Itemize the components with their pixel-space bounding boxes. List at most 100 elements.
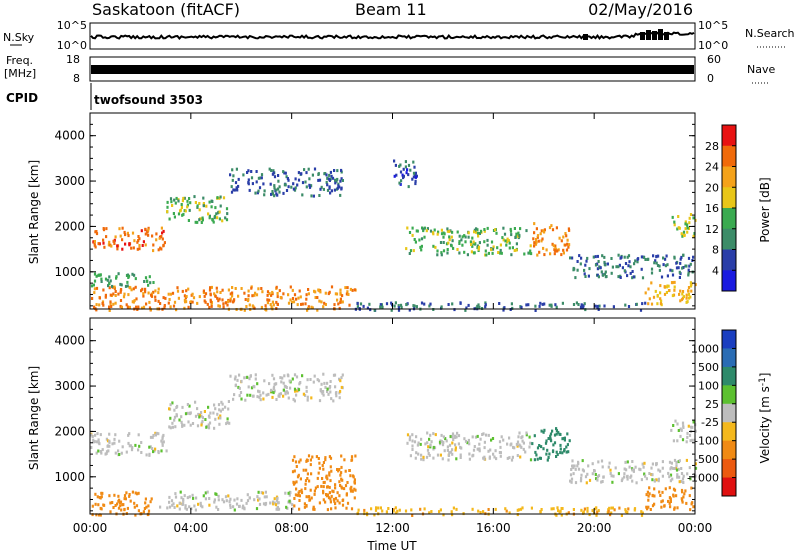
data-cell [173, 215, 176, 219]
data-cell [276, 295, 279, 299]
data-cell [669, 473, 673, 477]
data-cell [271, 300, 274, 304]
data-cell [414, 182, 417, 186]
data-cell [293, 373, 297, 377]
data-cell [309, 488, 312, 492]
data-cell [250, 176, 254, 180]
data-cell [446, 229, 449, 233]
data-cell [93, 272, 97, 276]
data-cell [113, 285, 116, 289]
data-cell [328, 455, 331, 459]
data-cell [484, 305, 487, 309]
data-cell [446, 251, 449, 255]
data-cell [215, 286, 218, 290]
data-cell [272, 171, 275, 175]
data-cell [516, 444, 519, 448]
data-cell [353, 478, 356, 482]
data-cell [128, 243, 131, 247]
data-cell [305, 468, 308, 472]
data-cell [349, 474, 352, 478]
data-cell [414, 240, 417, 244]
data-cell [601, 480, 604, 483]
data-cell [126, 231, 129, 235]
data-cell [571, 256, 574, 260]
data-cell [432, 445, 435, 449]
data-cell [517, 435, 520, 439]
data-cell [289, 386, 292, 390]
data-cell [217, 211, 220, 215]
data-cell [554, 247, 557, 250]
data-cell [330, 397, 333, 401]
data-cell [184, 209, 187, 213]
data-cell [209, 286, 212, 290]
data-cell [631, 460, 634, 463]
data-cell [585, 481, 588, 485]
data-cell [430, 440, 433, 444]
data-cell [586, 506, 589, 510]
data-cell [673, 458, 677, 462]
data-cell [417, 441, 420, 445]
data-cell [680, 298, 684, 302]
data-cell [368, 302, 371, 306]
data-cell [330, 494, 333, 498]
data-cell [152, 290, 155, 294]
data-cell [580, 256, 583, 260]
data-cell [559, 443, 562, 447]
data-cell [661, 474, 664, 478]
data-cell [329, 500, 332, 504]
data-cell [422, 455, 425, 459]
data-cell [644, 301, 647, 305]
data-cell [110, 244, 113, 248]
data-cell [406, 226, 409, 230]
data-cell [237, 184, 240, 188]
data-cell [555, 450, 558, 454]
data-cell [297, 171, 300, 175]
data-cell [419, 245, 422, 249]
data-cell [96, 495, 99, 499]
data-cell [133, 239, 136, 243]
data-cell [128, 493, 131, 496]
data-cell [663, 285, 666, 289]
data-cell [186, 496, 189, 500]
data-cell [101, 491, 104, 495]
data-cell [682, 424, 685, 428]
data-cell [144, 497, 147, 501]
data-cell [447, 241, 450, 245]
data-cell [547, 437, 550, 440]
data-cell [411, 233, 414, 237]
data-cell [420, 244, 423, 248]
data-cell [688, 494, 691, 498]
data-cell [326, 508, 329, 512]
data-cell [539, 456, 542, 460]
data-cell [433, 446, 437, 450]
data-cell [601, 254, 604, 258]
data-cell [574, 467, 577, 471]
data-cell [416, 229, 419, 233]
data-cell [494, 228, 497, 232]
data-cell [218, 408, 221, 412]
data-cell [142, 292, 145, 296]
data-cell [229, 503, 232, 507]
data-cell [473, 230, 476, 234]
data-cell [515, 442, 518, 446]
data-cell [318, 466, 321, 470]
data-cell [426, 441, 429, 445]
data-cell [615, 265, 618, 269]
data-cell [617, 253, 620, 257]
data-cell [549, 437, 552, 441]
data-cell [483, 455, 486, 459]
data-cell [641, 511, 644, 515]
data-cell [533, 222, 536, 226]
data-cell [596, 478, 599, 482]
data-cell [307, 495, 310, 499]
data-cell [127, 433, 130, 437]
data-cell [555, 226, 558, 230]
data-cell [127, 234, 130, 238]
data-cell [258, 497, 261, 501]
data-cell [277, 174, 280, 177]
data-cell [600, 459, 604, 463]
data-cell [291, 458, 295, 462]
data-cell [666, 263, 669, 267]
data-cell [122, 503, 125, 507]
data-cell [369, 308, 372, 312]
